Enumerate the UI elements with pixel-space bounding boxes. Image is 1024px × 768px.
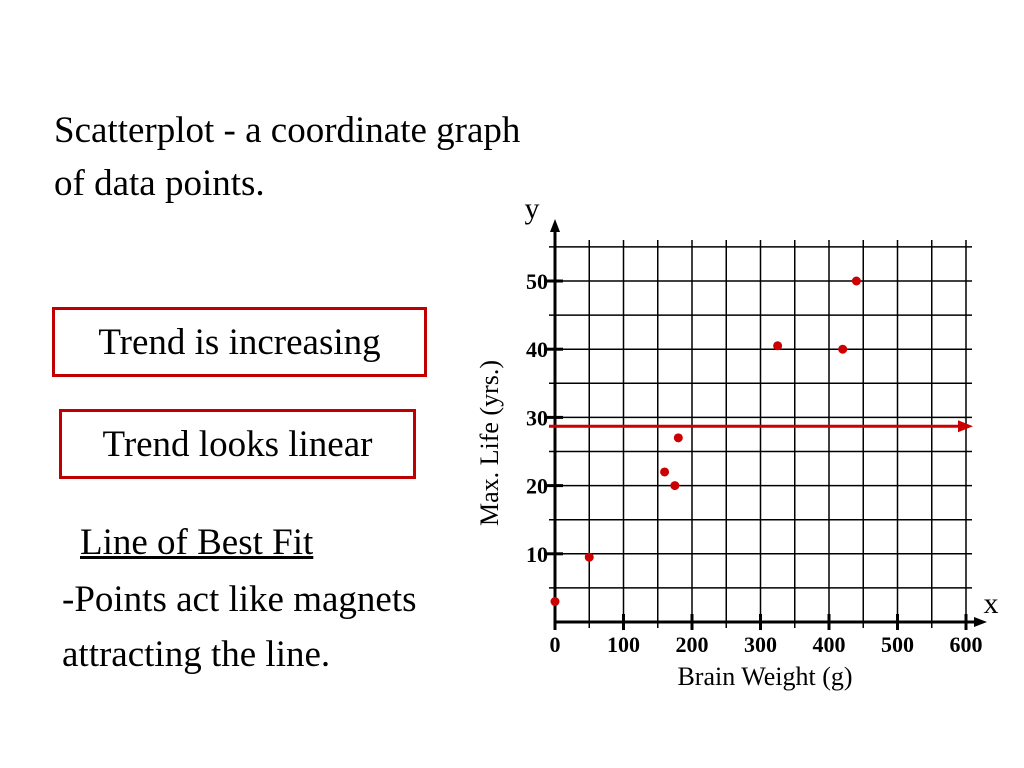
line-of-best-fit-heading: Line of Best Fit	[80, 522, 314, 563]
data-point	[838, 344, 848, 354]
data-point	[670, 481, 680, 491]
y-tick-label: 20	[526, 474, 548, 499]
y-tick-label: 50	[526, 269, 548, 294]
y-axis-arrowhead	[550, 219, 560, 232]
y-tick-label: 40	[526, 337, 548, 362]
fit-line-arrowhead	[958, 420, 973, 433]
y-axis-label: Max. Life (yrs.)	[475, 360, 504, 526]
x-tick-label: 200	[676, 632, 709, 657]
data-point	[584, 552, 594, 562]
tick-labels: 0 100 200 300 400 500 600 10 20 30 40 50	[526, 269, 983, 657]
data-points	[550, 276, 861, 607]
trend-increasing-box: Trend is increasing	[52, 307, 427, 377]
data-point	[773, 341, 783, 351]
x-axis-letter: x	[984, 587, 999, 620]
fit-line-group	[549, 420, 973, 433]
y-axis-letter: y	[525, 192, 540, 225]
x-tick-label: 100	[607, 632, 640, 657]
line-of-best-fit-description: -Points act like magnets attracting the …	[62, 579, 417, 675]
x-tick-label: 500	[881, 632, 914, 657]
x-tick-label: 600	[950, 632, 983, 657]
trend-linear-box: Trend looks linear	[59, 409, 416, 479]
data-point	[550, 597, 560, 607]
x-tick-label: 300	[744, 632, 777, 657]
y-tick-label: 10	[526, 542, 548, 567]
x-tick-label: 0	[550, 632, 561, 657]
x-axis-arrowhead	[974, 617, 987, 627]
plot-grid	[549, 240, 972, 628]
data-point	[673, 433, 683, 443]
x-tick-label: 400	[813, 632, 846, 657]
data-point	[660, 467, 670, 477]
intro-text: Scatterplot - a coordinate graph of data…	[54, 110, 521, 204]
y-tick-label: 30	[526, 405, 548, 430]
x-axis-label: Brain Weight (g)	[677, 662, 852, 691]
data-point	[851, 276, 861, 286]
